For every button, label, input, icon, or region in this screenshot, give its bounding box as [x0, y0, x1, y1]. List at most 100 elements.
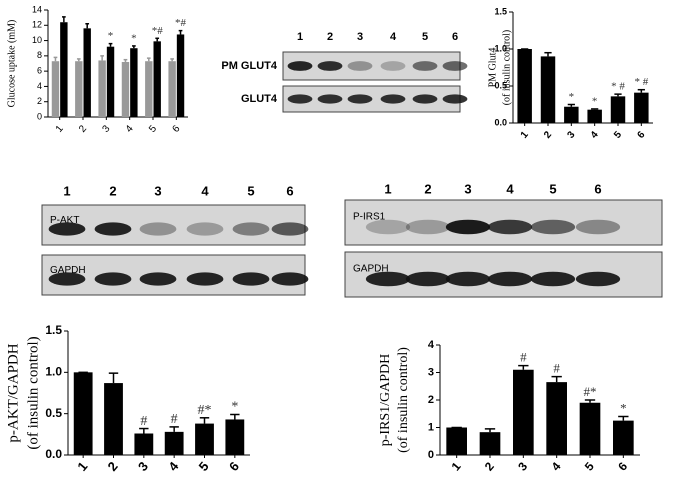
error-bar	[637, 88, 645, 93]
blot-band	[445, 219, 491, 235]
bar	[446, 427, 467, 455]
bar	[106, 46, 115, 117]
bar	[610, 96, 626, 123]
x-tick-label: 3	[515, 459, 530, 473]
lane-label: 2	[327, 31, 333, 43]
bar	[579, 402, 601, 455]
x-tick-label: 4	[165, 458, 182, 474]
bar	[153, 41, 161, 118]
blot-band	[139, 272, 177, 286]
blot-band	[287, 61, 313, 71]
lane-label: 4	[506, 181, 514, 196]
error-bar	[518, 364, 529, 370]
x-tick-label: 6	[635, 129, 647, 141]
x-tick-label: 6	[615, 459, 630, 473]
bar	[168, 61, 176, 117]
blot-band	[487, 219, 533, 235]
blot-band	[232, 272, 270, 286]
blot-band	[271, 272, 309, 286]
annotation: #*	[198, 403, 212, 418]
error-bar	[108, 372, 119, 384]
x-tick-label: 3	[565, 129, 577, 141]
bar	[517, 49, 532, 123]
y-tick-label: 1	[428, 421, 434, 433]
error-bar	[146, 57, 151, 62]
error-bar	[567, 103, 575, 107]
blot-band	[487, 271, 533, 287]
bar	[75, 61, 83, 117]
annotation: * #	[634, 76, 648, 88]
blot-band	[317, 61, 343, 71]
error-bar	[85, 23, 90, 29]
error-bar	[199, 417, 210, 424]
row-label: GAPDH	[50, 265, 86, 276]
y-axis-label: (of insulin control)	[396, 347, 411, 453]
y-tick-label: 0	[37, 111, 42, 121]
error-bar	[108, 42, 113, 47]
bar	[587, 109, 602, 123]
y-tick-label: 1.5	[45, 323, 62, 337]
row-label: GLUT4	[241, 93, 278, 105]
blot-band	[405, 219, 451, 235]
bar	[73, 372, 93, 455]
error-bar	[584, 399, 596, 403]
bar	[104, 383, 123, 455]
row-label: PM GLUT4	[221, 60, 277, 72]
blot-band	[271, 222, 309, 236]
blot-band	[287, 94, 313, 104]
bar	[134, 433, 154, 455]
lane-label: 5	[549, 181, 556, 196]
y-axis-label: (of insulin control)	[25, 336, 41, 449]
bar	[83, 28, 91, 117]
x-tick-label: 2	[542, 129, 554, 141]
error-bar	[139, 427, 149, 434]
x-tick-label: 1	[74, 459, 90, 474]
x-tick-label: 3	[135, 459, 151, 474]
blot-band	[48, 222, 86, 236]
blot-band	[347, 61, 373, 71]
x-tick-label: 5	[196, 459, 212, 474]
error-bar	[100, 55, 104, 61]
blot-band	[186, 272, 224, 286]
lane-label: 5	[247, 183, 254, 198]
y-axis-label: (of insulin control)	[501, 30, 512, 106]
lane-label: 3	[154, 183, 161, 198]
annotation: *	[569, 91, 575, 103]
error-bar	[544, 51, 552, 57]
annotation: *	[231, 400, 238, 415]
row-label: P-IRS1	[353, 212, 386, 223]
x-tick-label: 1	[54, 123, 66, 135]
bar	[613, 420, 634, 455]
bar	[121, 61, 130, 117]
blot-band	[412, 61, 438, 71]
bar	[164, 431, 184, 455]
y-tick-label: 6	[37, 66, 42, 76]
annotation: #	[553, 361, 560, 376]
y-tick-label: 0.5	[494, 80, 507, 90]
lane-label: 6	[594, 181, 601, 196]
y-tick-label: 1.0	[45, 365, 62, 379]
x-tick-label: 1	[449, 459, 464, 473]
lane-label: 6	[286, 183, 293, 198]
y-axis-label: p-AKT/GAPDH	[5, 343, 21, 442]
blot-band	[365, 271, 411, 287]
blot-band	[347, 94, 373, 104]
annotation: *	[131, 32, 137, 44]
x-tick-label: 6	[170, 123, 182, 135]
y-tick-label: 1.0	[494, 43, 507, 53]
lane-label: 3	[464, 181, 471, 196]
error-bar	[170, 58, 174, 62]
lane-label: 4	[201, 183, 209, 198]
x-tick-label: 2	[482, 459, 497, 473]
blot-background	[41, 204, 306, 246]
x-tick-label: 2	[77, 123, 89, 135]
bar	[60, 22, 68, 118]
x-tick-label: 4	[589, 129, 601, 141]
error-bar	[53, 56, 58, 62]
lane-label: 1	[384, 181, 391, 196]
bar	[195, 423, 214, 455]
lane-label: 6	[452, 31, 458, 43]
lane-label: 1	[63, 183, 70, 198]
bar	[176, 34, 185, 118]
annotation: *	[620, 400, 627, 415]
